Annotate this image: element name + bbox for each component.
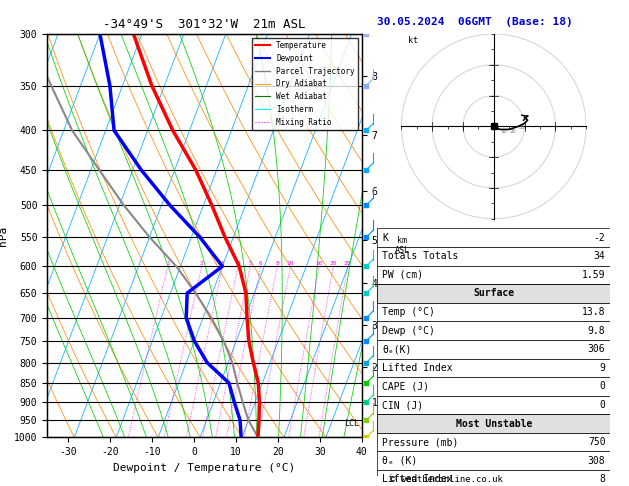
Text: 3: 3 — [221, 261, 225, 266]
Text: LCL: LCL — [345, 419, 360, 428]
Text: K: K — [382, 233, 388, 243]
FancyBboxPatch shape — [377, 303, 610, 321]
Text: 20: 20 — [509, 128, 516, 134]
FancyBboxPatch shape — [377, 470, 610, 486]
Y-axis label: km
ASL: km ASL — [395, 236, 409, 255]
Text: Most Unstable: Most Unstable — [455, 418, 532, 429]
Text: Totals Totals: Totals Totals — [382, 251, 459, 261]
Text: 308: 308 — [588, 456, 606, 466]
FancyBboxPatch shape — [377, 340, 610, 359]
Text: 2: 2 — [200, 261, 204, 266]
X-axis label: Dewpoint / Temperature (°C): Dewpoint / Temperature (°C) — [113, 463, 296, 473]
FancyBboxPatch shape — [377, 414, 610, 433]
Text: 750: 750 — [588, 437, 606, 447]
Text: Lifted Index: Lifted Index — [382, 474, 452, 485]
Text: Lifted Index: Lifted Index — [382, 363, 452, 373]
Text: PW (cm): PW (cm) — [382, 270, 423, 280]
Text: 10: 10 — [500, 128, 506, 134]
Text: 13.8: 13.8 — [582, 307, 606, 317]
Text: Surface: Surface — [473, 289, 515, 298]
FancyBboxPatch shape — [377, 228, 610, 247]
Text: 16: 16 — [316, 261, 323, 266]
Text: 9: 9 — [599, 363, 606, 373]
FancyBboxPatch shape — [377, 284, 610, 303]
Text: 8: 8 — [276, 261, 279, 266]
Y-axis label: hPa: hPa — [0, 226, 8, 246]
Text: -2: -2 — [594, 233, 606, 243]
Text: 20: 20 — [330, 261, 337, 266]
Text: 0: 0 — [599, 382, 606, 391]
Legend: Temperature, Dewpoint, Parcel Trajectory, Dry Adiabat, Wet Adiabat, Isotherm, Mi: Temperature, Dewpoint, Parcel Trajectory… — [252, 38, 358, 130]
Text: θₑ(K): θₑ(K) — [382, 344, 411, 354]
Text: Pressure (mb): Pressure (mb) — [382, 437, 459, 447]
FancyBboxPatch shape — [377, 265, 610, 284]
FancyBboxPatch shape — [377, 451, 610, 470]
Text: 25: 25 — [344, 261, 352, 266]
Text: 9.8: 9.8 — [588, 326, 606, 336]
Text: 1.59: 1.59 — [582, 270, 606, 280]
FancyBboxPatch shape — [377, 247, 610, 265]
FancyBboxPatch shape — [377, 377, 610, 396]
Text: 0: 0 — [599, 400, 606, 410]
Text: CAPE (J): CAPE (J) — [382, 382, 429, 391]
Text: Dewp (°C): Dewp (°C) — [382, 326, 435, 336]
FancyBboxPatch shape — [377, 359, 610, 377]
Text: 8: 8 — [599, 474, 606, 485]
Title: -34°49'S  301°32'W  21m ASL: -34°49'S 301°32'W 21m ASL — [103, 18, 306, 32]
Text: 30: 30 — [518, 125, 525, 130]
Text: 6: 6 — [259, 261, 262, 266]
Text: θₑ (K): θₑ (K) — [382, 456, 417, 466]
Text: kt: kt — [408, 36, 418, 45]
Text: 306: 306 — [588, 344, 606, 354]
Text: 30.05.2024  06GMT  (Base: 18): 30.05.2024 06GMT (Base: 18) — [377, 17, 573, 27]
FancyBboxPatch shape — [377, 396, 610, 414]
Text: CIN (J): CIN (J) — [382, 400, 423, 410]
Text: 5: 5 — [248, 261, 252, 266]
Text: 4: 4 — [237, 261, 240, 266]
Text: 10: 10 — [287, 261, 294, 266]
Text: © weatheronline.co.uk: © weatheronline.co.uk — [390, 474, 503, 484]
Text: Temp (°C): Temp (°C) — [382, 307, 435, 317]
FancyBboxPatch shape — [377, 433, 610, 451]
FancyBboxPatch shape — [377, 321, 610, 340]
Text: 1: 1 — [166, 261, 170, 266]
Text: 34: 34 — [594, 251, 606, 261]
